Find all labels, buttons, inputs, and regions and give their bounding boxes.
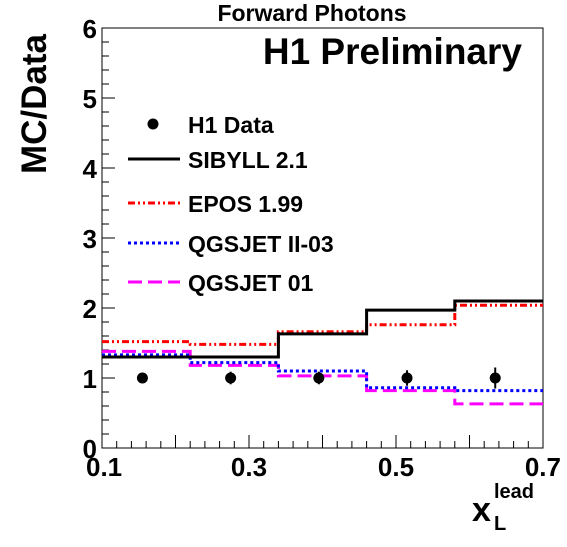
legend-label-sibyll: SIBYLL 2.1 — [188, 147, 308, 173]
y-tick-label: 1 — [83, 364, 97, 394]
y-tick-label: 3 — [83, 224, 97, 254]
series-step-2 — [102, 353, 543, 393]
series-step-1 — [102, 303, 543, 346]
legend-marker-data — [147, 118, 159, 130]
data-point — [401, 372, 413, 384]
y-axis-label: MC/Data — [15, 33, 54, 174]
legend-label-data: H1 Data — [188, 112, 274, 138]
data-point — [136, 372, 148, 384]
y-tick-label: 6 — [83, 14, 97, 44]
x-tick-label: 0.1 — [86, 452, 122, 482]
data-point — [313, 372, 325, 384]
x-axis-label-superscript: lead — [494, 481, 534, 503]
data-points-layer — [136, 367, 501, 389]
y-tick-label: 0 — [83, 434, 97, 464]
series-step-0 — [102, 299, 543, 359]
y-tick-label: 2 — [83, 294, 97, 324]
legend-label-qgsjet01: QGSJET 01 — [188, 270, 313, 296]
x-axis-label: x — [472, 491, 491, 529]
y-tick-label: 4 — [83, 154, 98, 184]
x-tick-label: 0.7 — [525, 452, 561, 482]
x-axis-label-subscript: L — [494, 513, 506, 535]
legend-label-epos: EPOS 1.99 — [188, 191, 303, 217]
x-axis-ticks: 0.1 0.3 0.5 0.7 — [86, 435, 561, 482]
series-layer — [102, 299, 543, 406]
y-tick-label: 5 — [83, 84, 97, 114]
data-point — [489, 372, 501, 384]
legend-label-qgsjet2: QGSJET II-03 — [188, 231, 334, 257]
data-point — [225, 372, 237, 384]
preliminary-label: H1 Preliminary — [263, 31, 523, 72]
y-axis-ticks: 0 1 2 3 4 5 6 — [83, 14, 115, 464]
x-tick-label: 0.3 — [231, 452, 267, 482]
x-tick-label: 0.5 — [378, 452, 414, 482]
chart-title: Forward Photons — [217, 0, 406, 26]
legend: H1 Data SIBYLL 2.1 EPOS 1.99 QGSJET II-0… — [128, 112, 334, 296]
